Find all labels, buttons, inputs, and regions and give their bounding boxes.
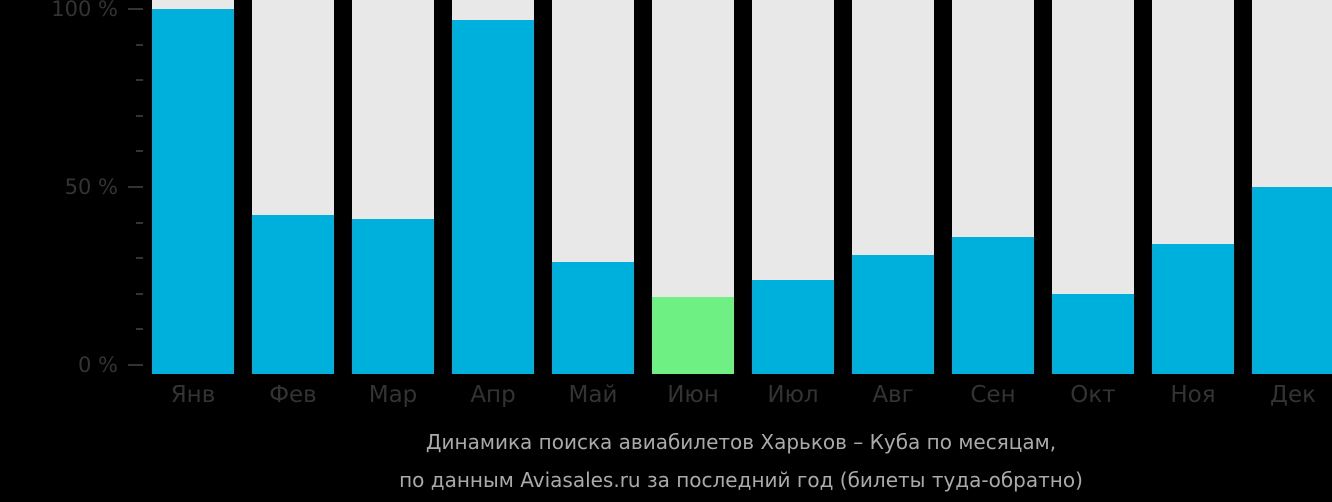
- bar-fill: [752, 279, 834, 374]
- bar-track: [352, 0, 434, 374]
- x-axis-label: Янв: [170, 382, 216, 408]
- y-tick-major: [128, 8, 143, 10]
- x-axis-label: Мар: [368, 382, 418, 408]
- bar-fill: [852, 254, 934, 374]
- x-axis-label: Авг: [872, 382, 914, 408]
- y-tick-minor: [136, 221, 143, 224]
- y-tick-minor: [136, 114, 143, 117]
- bar-track: [1052, 0, 1134, 374]
- y-tick-minor: [136, 43, 143, 46]
- x-axis-label: Июл: [767, 382, 819, 408]
- bar-track: [1252, 0, 1332, 374]
- bar-fill: [1052, 293, 1134, 374]
- y-tick-minor: [136, 257, 143, 260]
- bar-fill: [452, 19, 534, 374]
- x-axis-label: Окт: [1070, 382, 1116, 408]
- bar-track: [852, 0, 934, 374]
- y-tick-minor: [136, 328, 143, 331]
- bar-fill: [352, 219, 434, 374]
- y-axis-label: 50 %: [64, 175, 118, 199]
- y-tick-minor: [136, 150, 143, 153]
- y-axis-label: 0 %: [78, 353, 118, 377]
- y-tick-minor: [136, 292, 143, 295]
- bar-fill: [952, 236, 1034, 374]
- x-axis-label: Сен: [970, 382, 1016, 408]
- bar-track: [552, 0, 634, 374]
- bar-fill: [252, 215, 334, 374]
- chart-title: Динамика поиска авиабилетов Харьков – Ку…: [425, 430, 1057, 454]
- bar-track: [752, 0, 834, 374]
- x-axis-label: Дек: [1269, 382, 1316, 408]
- x-axis-label: Май: [568, 382, 618, 408]
- bar-track: [252, 0, 334, 374]
- bar-fill: [1252, 187, 1332, 374]
- bar-fill-highlight: [652, 297, 734, 374]
- x-axis-label: Июн: [667, 382, 719, 408]
- y-tick-minor: [136, 79, 143, 82]
- bar-fill: [552, 261, 634, 374]
- bar-track: [952, 0, 1034, 374]
- bar-fill: [1152, 243, 1234, 374]
- chart-subtitle: по данным Aviasales.ru за последний год …: [399, 468, 1083, 492]
- bar-track: [152, 0, 234, 374]
- x-axis-label: Фев: [269, 382, 317, 408]
- y-tick-major: [128, 186, 143, 188]
- x-axis-label: Апр: [470, 382, 516, 408]
- bar-fill: [152, 9, 234, 374]
- bar-track: [452, 0, 534, 374]
- y-tick-major: [128, 364, 143, 366]
- bar-track: [1152, 0, 1234, 374]
- x-axis-label: Ноя: [1170, 382, 1216, 408]
- y-axis-label: 100 %: [51, 0, 118, 21]
- bar-track: [652, 0, 734, 374]
